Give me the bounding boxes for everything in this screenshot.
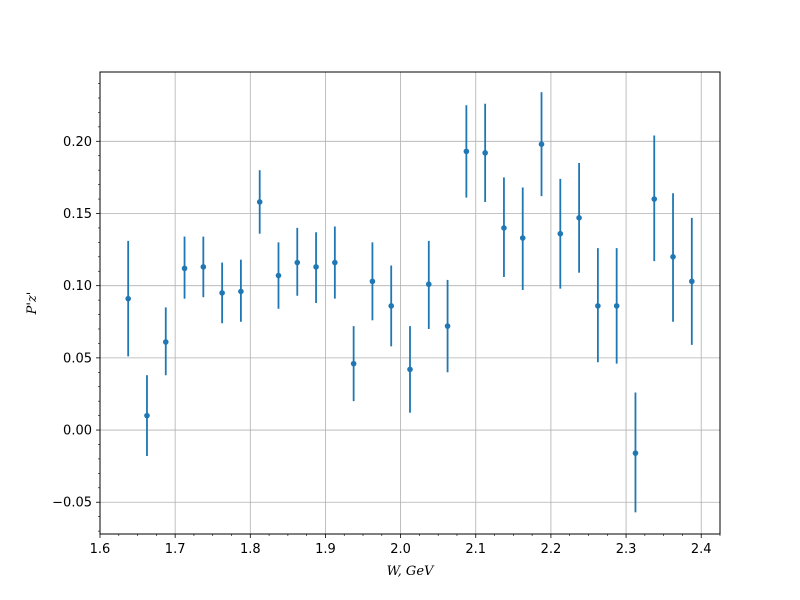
y-axis-label: P'z' [25, 292, 40, 316]
x-tick-label: 2.4 [691, 542, 712, 557]
y-tick-label: 0.00 [63, 424, 92, 439]
x-tick-label: 2.1 [465, 542, 486, 557]
data-point [538, 141, 545, 147]
data-point [275, 272, 282, 279]
data-point [350, 360, 357, 367]
data-point [689, 278, 695, 285]
data-point [519, 235, 526, 241]
data-point [670, 253, 676, 260]
data-point [200, 264, 207, 270]
plot-frame [99, 71, 721, 535]
x-tick-label: 1.6 [90, 542, 111, 557]
y-tick-label: −0.05 [52, 496, 92, 511]
data-point [369, 278, 376, 285]
x-tick-label: 1.7 [165, 542, 186, 557]
x-tick-label: 1.9 [315, 542, 336, 557]
x-axis-label: W, GeV [387, 564, 435, 579]
data-point [576, 215, 582, 221]
y-tick-label: 0.20 [63, 135, 92, 150]
data-point [294, 259, 301, 266]
data-point [125, 295, 131, 302]
data-point [595, 303, 601, 309]
data-point [332, 259, 338, 266]
data-point [632, 450, 639, 456]
data-point [444, 323, 451, 329]
data-point [144, 412, 150, 419]
data-point [482, 150, 488, 156]
data-point [557, 230, 564, 237]
data-point [219, 290, 225, 296]
data-point [425, 281, 432, 288]
data-point [407, 366, 413, 373]
data-point [162, 339, 169, 345]
tick-labels: 1.6 1.7 1.8 1.9 2.0 2.1 2.2 2.3 2.4 −0.05 0.00 0.05… [52, 135, 711, 557]
data-point [238, 288, 244, 295]
y-tick-label: 0.15 [63, 207, 92, 222]
y-tick-label: 0.10 [63, 279, 92, 294]
data-point [313, 264, 319, 270]
x-tick-label: 2.0 [390, 542, 411, 557]
data-point [651, 196, 658, 202]
data-point [501, 225, 507, 231]
data-point [181, 265, 188, 272]
axis-ticks [96, 83, 721, 538]
x-tick-label: 1.8 [240, 542, 261, 557]
data-points [125, 141, 695, 456]
data-point [256, 199, 263, 205]
y-tick-label: 0.05 [63, 351, 92, 366]
x-tick-label: 2.3 [616, 542, 637, 557]
data-point [613, 303, 620, 309]
data-point [463, 148, 470, 155]
data-point [388, 303, 395, 309]
x-tick-label: 2.2 [541, 542, 562, 557]
